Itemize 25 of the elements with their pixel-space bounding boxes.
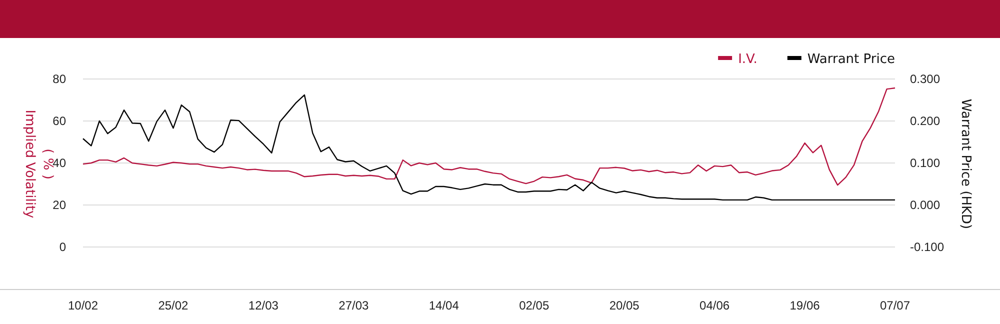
y2-tick-label: 0.000: [910, 198, 940, 212]
x-tick-label: 10/02: [68, 298, 98, 313]
y-tick-label: 80: [52, 72, 66, 86]
y2-axis-title: Warrant Price (HKD): [958, 98, 973, 230]
x-tick-label: 20/05: [609, 298, 640, 313]
x-tick-label: 19/06: [790, 298, 820, 313]
y2-tick-label: 0.200: [910, 114, 940, 128]
line-series: [82, 94, 896, 201]
y2-tick-label: 0.300: [910, 72, 940, 86]
x-tick-label: 14/04: [428, 298, 460, 313]
x-tick-label: 04/06: [700, 298, 730, 313]
x-tick-label: 27/03: [338, 298, 370, 313]
y-tick-label: 20: [52, 198, 66, 212]
y2-tick-label: -0.100: [910, 240, 944, 254]
legend-label: Warrant Price: [807, 52, 895, 67]
line-series: [82, 87, 896, 186]
legend-label: I.V.: [738, 52, 758, 67]
y-tick-label: 0: [59, 240, 66, 254]
y-tick-label: 40: [52, 156, 66, 170]
x-tick-label: 07/07: [880, 298, 910, 313]
x-tick-label: 25/02: [158, 298, 189, 313]
y-tick-label: 60: [52, 114, 66, 128]
y2-tick-label: 0.100: [910, 156, 940, 170]
x-tick-label: 12/03: [248, 298, 279, 313]
x-tick-label: 02/05: [519, 298, 550, 313]
